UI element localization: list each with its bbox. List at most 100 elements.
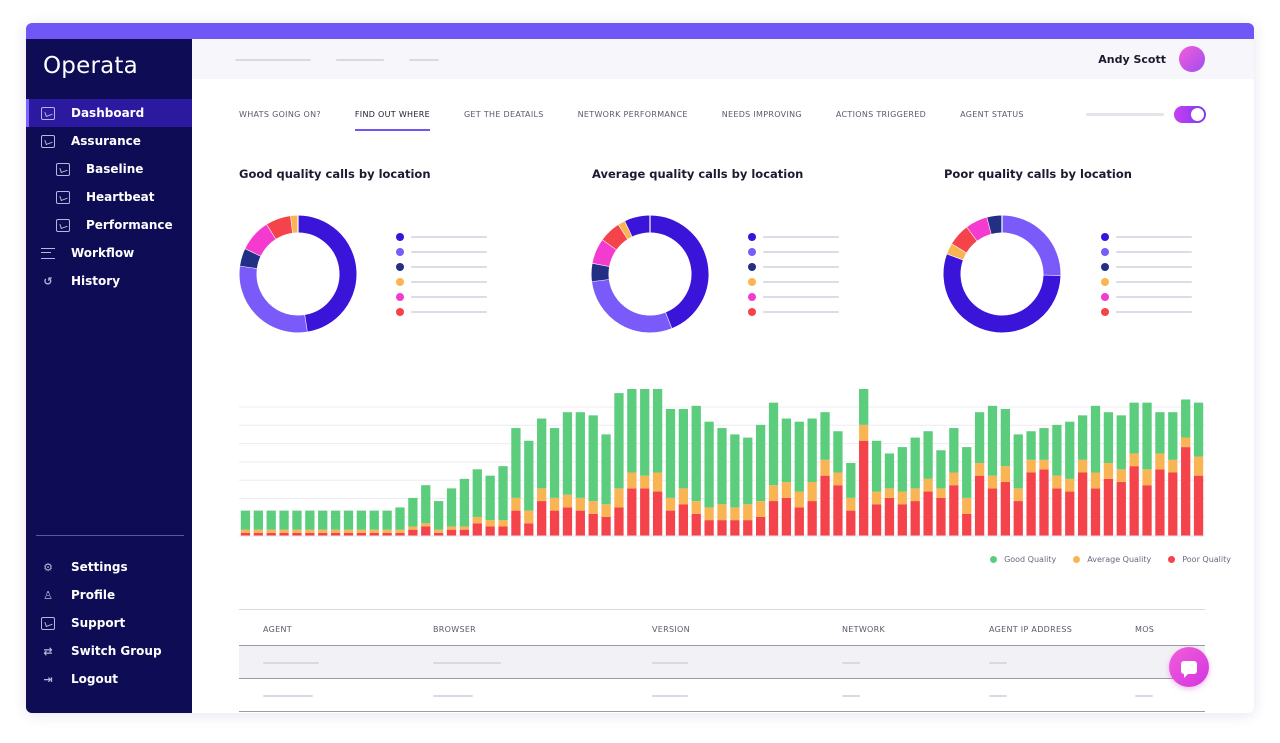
- bar-segment-poor-quality[interactable]: [974, 475, 985, 536]
- bar-segment-average-quality[interactable]: [665, 497, 676, 511]
- bar-segment-average-quality[interactable]: [807, 482, 817, 502]
- donut-slice[interactable]: [951, 227, 978, 253]
- bar-segment-good-quality[interactable]: [395, 507, 405, 530]
- bar-segment-good-quality[interactable]: [846, 462, 856, 498]
- bar-segment-average-quality[interactable]: [652, 472, 663, 492]
- bar-segment-good-quality[interactable]: [1013, 434, 1023, 489]
- bar-segment-poor-quality[interactable]: [292, 532, 302, 536]
- bar-segment-average-quality[interactable]: [601, 504, 611, 517]
- sidebar-item-history[interactable]: ↺ History: [26, 267, 192, 295]
- donut-slice[interactable]: [297, 215, 357, 332]
- bar-segment-poor-quality[interactable]: [781, 497, 792, 536]
- bar-segment-poor-quality[interactable]: [614, 507, 624, 536]
- column-header[interactable]: VERSION: [652, 625, 690, 634]
- bar-segment-good-quality[interactable]: [498, 466, 508, 521]
- bar-segment-good-quality[interactable]: [408, 497, 418, 527]
- bar-segment-poor-quality[interactable]: [756, 516, 766, 536]
- donut-slice[interactable]: [987, 215, 1003, 234]
- bar-segment-poor-quality[interactable]: [318, 532, 328, 536]
- bar-segment-good-quality[interactable]: [614, 393, 624, 489]
- bar-segment-average-quality[interactable]: [871, 491, 882, 505]
- bar-segment-good-quality[interactable]: [807, 418, 817, 483]
- bar-segment-average-quality[interactable]: [794, 491, 804, 508]
- bar-segment-good-quality[interactable]: [446, 488, 457, 527]
- bar-segment-good-quality[interactable]: [1116, 415, 1126, 470]
- bar-segment-good-quality[interactable]: [820, 412, 830, 460]
- bar-segment-average-quality[interactable]: [1065, 478, 1075, 492]
- bar-segment-average-quality[interactable]: [1000, 466, 1010, 483]
- bar-segment-good-quality[interactable]: [704, 421, 714, 508]
- bar-segment-good-quality[interactable]: [472, 469, 482, 517]
- bar-segment-good-quality[interactable]: [640, 389, 650, 476]
- bar-segment-good-quality[interactable]: [343, 510, 354, 530]
- tab-needs-improving[interactable]: NEEDS IMPROVING: [721, 110, 802, 119]
- bar-segment-poor-quality[interactable]: [691, 513, 701, 536]
- bar-segment-good-quality[interactable]: [974, 412, 985, 463]
- bar-segment-average-quality[interactable]: [1181, 437, 1191, 448]
- bar-segment-poor-quality[interactable]: [1103, 478, 1114, 536]
- bar-segment-average-quality[interactable]: [395, 529, 405, 533]
- sidebar-item-logout[interactable]: ⇥ Logout: [26, 665, 192, 693]
- calls-quality-bar-chart[interactable]: [239, 389, 1205, 539]
- bar-segment-good-quality[interactable]: [884, 453, 895, 489]
- bar-segment-poor-quality[interactable]: [1129, 466, 1139, 536]
- bar-segment-average-quality[interactable]: [1090, 472, 1101, 489]
- bar-segment-average-quality[interactable]: [1052, 475, 1062, 489]
- view-toggle[interactable]: [1174, 106, 1206, 123]
- bar-segment-good-quality[interactable]: [1039, 428, 1049, 460]
- tab-whats-going-on[interactable]: WHATS GOING ON?: [239, 110, 321, 119]
- bar-segment-poor-quality[interactable]: [266, 532, 276, 536]
- bar-segment-average-quality[interactable]: [910, 488, 920, 502]
- table-row[interactable]: [239, 646, 1205, 679]
- donut-slice[interactable]: [618, 221, 633, 240]
- bar-segment-average-quality[interactable]: [820, 459, 830, 476]
- bar-segment-good-quality[interactable]: [253, 510, 263, 530]
- bar-segment-poor-quality[interactable]: [627, 488, 637, 536]
- bar-segment-average-quality[interactable]: [434, 529, 444, 533]
- user-name[interactable]: Andy Scott: [1098, 53, 1166, 66]
- sidebar-item-switch-group[interactable]: ⇄ Switch Group: [26, 637, 192, 665]
- tab-actions-triggered[interactable]: ACTIONS TRIGGERED: [835, 110, 927, 119]
- bar-segment-poor-quality[interactable]: [1142, 485, 1152, 536]
- bar-segment-average-quality[interactable]: [356, 529, 366, 533]
- bar-segment-poor-quality[interactable]: [871, 504, 882, 536]
- bar-segment-average-quality[interactable]: [923, 478, 933, 492]
- bar-segment-poor-quality[interactable]: [421, 526, 431, 536]
- bar-segment-good-quality[interactable]: [781, 418, 792, 483]
- bar-segment-average-quality[interactable]: [524, 510, 534, 524]
- bar-segment-average-quality[interactable]: [1013, 488, 1023, 502]
- bar-segment-poor-quality[interactable]: [820, 475, 830, 536]
- donut-slice[interactable]: [967, 217, 992, 241]
- bar-segment-poor-quality[interactable]: [665, 510, 676, 536]
- bar-segment-poor-quality[interactable]: [524, 523, 534, 536]
- bar-segment-poor-quality[interactable]: [395, 532, 405, 536]
- bar-segment-good-quality[interactable]: [1026, 431, 1036, 460]
- bar-segment-good-quality[interactable]: [962, 447, 972, 498]
- bar-segment-good-quality[interactable]: [665, 409, 676, 498]
- bar-segment-poor-quality[interactable]: [768, 501, 779, 536]
- bar-segment-average-quality[interactable]: [459, 526, 470, 530]
- bar-segment-average-quality[interactable]: [330, 529, 341, 533]
- bar-segment-poor-quality[interactable]: [330, 532, 341, 536]
- bar-segment-good-quality[interactable]: [794, 421, 804, 492]
- donut-slice[interactable]: [1001, 215, 1061, 276]
- avatar[interactable]: [1179, 46, 1205, 72]
- bar-segment-good-quality[interactable]: [549, 428, 560, 498]
- bar-segment-average-quality[interactable]: [1039, 459, 1049, 470]
- bar-segment-poor-quality[interactable]: [962, 513, 972, 536]
- bar-segment-average-quality[interactable]: [1026, 459, 1036, 473]
- bar-segment-good-quality[interactable]: [369, 510, 379, 530]
- column-header[interactable]: MOS: [1135, 625, 1155, 634]
- bar-segment-good-quality[interactable]: [949, 428, 959, 473]
- donut-slice[interactable]: [592, 239, 617, 267]
- bar-segment-average-quality[interactable]: [1142, 469, 1152, 486]
- bar-segment-average-quality[interactable]: [691, 501, 701, 514]
- donut-chart-good[interactable]: [239, 215, 357, 333]
- donut-chart-average[interactable]: [591, 215, 709, 333]
- bar-segment-good-quality[interactable]: [743, 437, 753, 505]
- bar-segment-average-quality[interactable]: [936, 488, 946, 498]
- bar-segment-poor-quality[interactable]: [897, 504, 907, 536]
- column-header[interactable]: AGENT IP ADDRESS: [989, 625, 1073, 634]
- bar-segment-good-quality[interactable]: [575, 412, 585, 498]
- bar-segment-poor-quality[interactable]: [743, 520, 753, 536]
